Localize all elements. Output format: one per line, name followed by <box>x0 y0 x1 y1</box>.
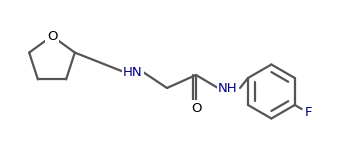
Text: O: O <box>191 102 201 114</box>
Text: F: F <box>305 106 312 120</box>
Text: O: O <box>47 30 57 42</box>
Text: NH: NH <box>218 81 238 94</box>
Text: HN: HN <box>123 66 143 78</box>
